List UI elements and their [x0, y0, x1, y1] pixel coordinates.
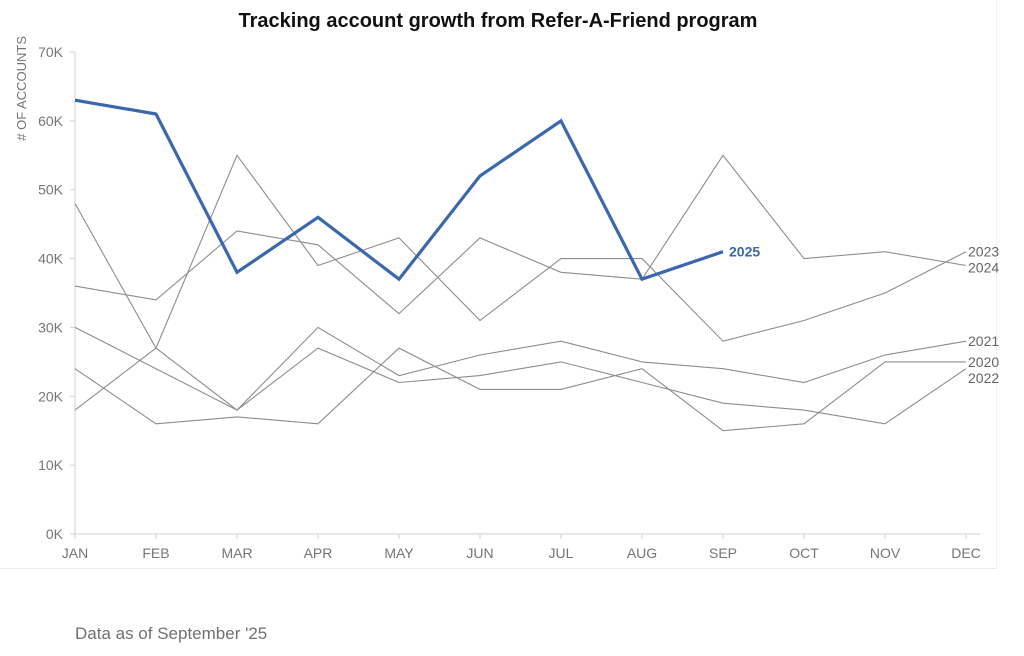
- series-label-2022: 2022: [968, 370, 999, 386]
- x-tick-label: JUN: [466, 545, 493, 561]
- y-tick-label: 20K: [38, 388, 64, 404]
- series-label-2021: 2021: [968, 333, 999, 349]
- y-tick-label: 0K: [46, 526, 64, 542]
- x-tick-label: APR: [304, 545, 333, 561]
- y-tick-label: 40K: [38, 251, 64, 267]
- series-line-2022: [74, 326, 967, 425]
- x-tick-label: SEP: [709, 545, 737, 561]
- x-tick-label: NOV: [870, 545, 901, 561]
- series-label-2025: 2025: [729, 244, 760, 260]
- y-tick-label: 30K: [38, 319, 64, 335]
- y-axis-label: # OF ACCOUNTS: [14, 36, 29, 141]
- y-tick-label: 60K: [38, 113, 64, 129]
- series-line-2023: [74, 154, 967, 350]
- chart-axes: 0K 10K 20K 30K 40K 50K 60K 70K JAN FEB MAR APR MAY JU…: [14, 36, 981, 561]
- series-label-2023: 2023: [968, 244, 999, 260]
- series-label-2020: 2020: [968, 354, 999, 370]
- series-line-2021: [74, 326, 967, 411]
- series-line-2025: [74, 98, 724, 282]
- x-tick-label: MAY: [384, 545, 414, 561]
- chart-series: [74, 98, 967, 432]
- x-tick-label: MAR: [221, 545, 252, 561]
- y-tick-label: 10K: [38, 457, 64, 473]
- x-tick-label: JUL: [549, 545, 574, 561]
- x-tick-label: AUG: [627, 545, 657, 561]
- x-tick-label: OCT: [789, 545, 819, 561]
- chart-title: Tracking account growth from Refer-A-Fri…: [238, 10, 758, 32]
- x-tick-label: FEB: [142, 545, 169, 561]
- x-tick-label: JAN: [62, 545, 88, 561]
- x-tick-label: DEC: [951, 545, 981, 561]
- y-tick-label: 50K: [38, 182, 64, 198]
- y-tick-label: 70K: [38, 44, 64, 60]
- footnote: Data as of September '25: [75, 624, 268, 643]
- series-line-2020: [74, 347, 966, 432]
- chart-frame: [0, 0, 997, 569]
- series-label-2024: 2024: [968, 260, 999, 276]
- line-chart: 0K 10K 20K 30K 40K 50K 60K 70K JAN FEB MAR APR MAY JU…: [14, 36, 999, 561]
